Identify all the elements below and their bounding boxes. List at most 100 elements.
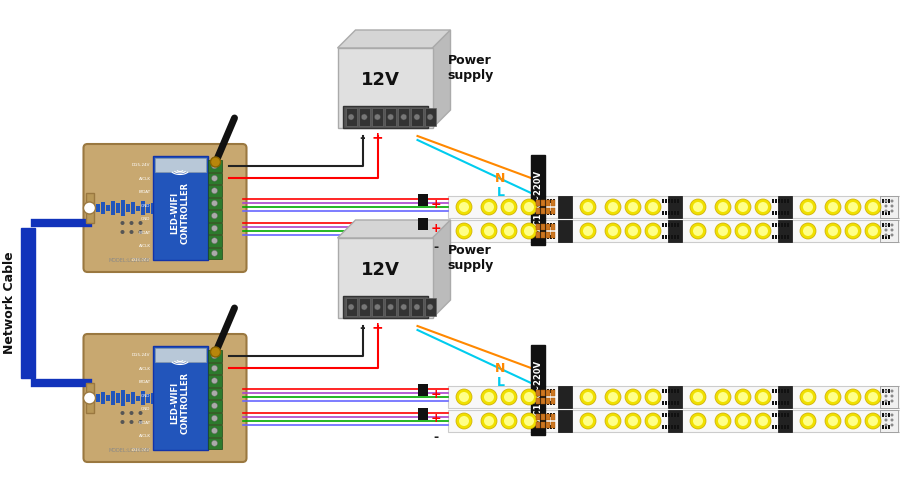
Text: LED-WIFI
CONTROLLER: LED-WIFI CONTROLLER xyxy=(170,372,190,434)
Bar xyxy=(541,389,543,393)
Circle shape xyxy=(758,226,768,236)
Bar xyxy=(665,211,667,215)
Circle shape xyxy=(648,226,658,236)
Circle shape xyxy=(139,420,142,424)
Text: B/DAT: B/DAT xyxy=(139,380,150,384)
Bar xyxy=(885,235,887,239)
Circle shape xyxy=(885,210,887,213)
Bar xyxy=(208,412,221,424)
Circle shape xyxy=(825,389,841,405)
Bar xyxy=(551,422,555,428)
Bar xyxy=(550,425,552,429)
Circle shape xyxy=(803,416,813,426)
Circle shape xyxy=(130,230,133,234)
Bar xyxy=(372,108,383,126)
Circle shape xyxy=(738,202,748,212)
Bar xyxy=(160,202,165,215)
Text: +: + xyxy=(431,221,441,235)
Circle shape xyxy=(865,413,881,429)
Circle shape xyxy=(212,175,218,181)
Circle shape xyxy=(501,199,517,215)
Circle shape xyxy=(693,226,703,236)
Bar xyxy=(665,199,667,203)
Bar xyxy=(885,413,887,417)
Circle shape xyxy=(583,202,593,212)
Circle shape xyxy=(890,228,894,232)
Bar xyxy=(882,223,884,227)
Bar xyxy=(781,401,783,405)
Bar xyxy=(166,395,169,401)
Circle shape xyxy=(715,413,731,429)
Bar xyxy=(541,223,543,227)
Bar xyxy=(152,156,208,260)
Circle shape xyxy=(481,389,497,405)
Circle shape xyxy=(693,202,703,212)
Bar xyxy=(541,390,545,396)
Bar xyxy=(772,199,774,203)
Bar xyxy=(787,211,789,215)
Text: Power
supply: Power supply xyxy=(447,244,494,272)
Bar xyxy=(665,223,667,227)
Bar xyxy=(208,425,221,436)
Bar xyxy=(541,398,545,404)
Circle shape xyxy=(400,304,407,310)
Bar xyxy=(775,235,777,239)
Bar xyxy=(668,413,670,417)
Bar xyxy=(787,425,789,429)
Bar xyxy=(787,235,789,239)
Circle shape xyxy=(890,199,894,203)
Circle shape xyxy=(865,223,881,239)
Bar xyxy=(674,199,676,203)
Circle shape xyxy=(348,114,354,120)
Circle shape xyxy=(848,226,858,236)
Bar xyxy=(888,235,890,239)
Circle shape xyxy=(645,413,661,429)
Circle shape xyxy=(800,223,816,239)
Bar xyxy=(677,425,679,429)
Circle shape xyxy=(735,389,751,405)
Circle shape xyxy=(361,304,367,310)
Circle shape xyxy=(800,413,816,429)
Text: AC110~220V: AC110~220V xyxy=(534,360,543,421)
Bar xyxy=(775,199,777,203)
Bar xyxy=(191,393,194,403)
Bar xyxy=(662,211,664,215)
Bar xyxy=(411,108,422,126)
Polygon shape xyxy=(338,30,451,48)
Circle shape xyxy=(885,419,887,422)
Bar xyxy=(671,401,673,405)
Circle shape xyxy=(212,440,218,446)
Circle shape xyxy=(718,416,728,426)
Circle shape xyxy=(758,392,768,402)
Circle shape xyxy=(718,226,728,236)
Bar xyxy=(208,210,221,221)
Circle shape xyxy=(848,416,858,426)
Bar xyxy=(885,401,887,405)
Bar xyxy=(674,413,676,417)
Bar xyxy=(95,394,100,402)
Circle shape xyxy=(388,304,393,310)
Bar xyxy=(105,205,110,211)
Polygon shape xyxy=(433,220,451,318)
Bar xyxy=(885,223,887,227)
Bar xyxy=(772,211,774,215)
Circle shape xyxy=(504,416,514,426)
Circle shape xyxy=(625,389,641,405)
Circle shape xyxy=(583,416,593,426)
Circle shape xyxy=(583,392,593,402)
Bar xyxy=(541,211,543,215)
Bar xyxy=(125,394,130,402)
Circle shape xyxy=(605,223,621,239)
Bar xyxy=(553,199,555,203)
Bar xyxy=(882,235,884,239)
Bar xyxy=(115,203,120,213)
Bar xyxy=(541,200,545,206)
Bar xyxy=(781,235,783,239)
Bar xyxy=(775,401,777,405)
Bar xyxy=(551,398,555,404)
Circle shape xyxy=(865,389,881,405)
Bar xyxy=(346,298,356,316)
Bar xyxy=(787,401,789,405)
Bar xyxy=(541,199,543,203)
Bar xyxy=(541,414,545,420)
